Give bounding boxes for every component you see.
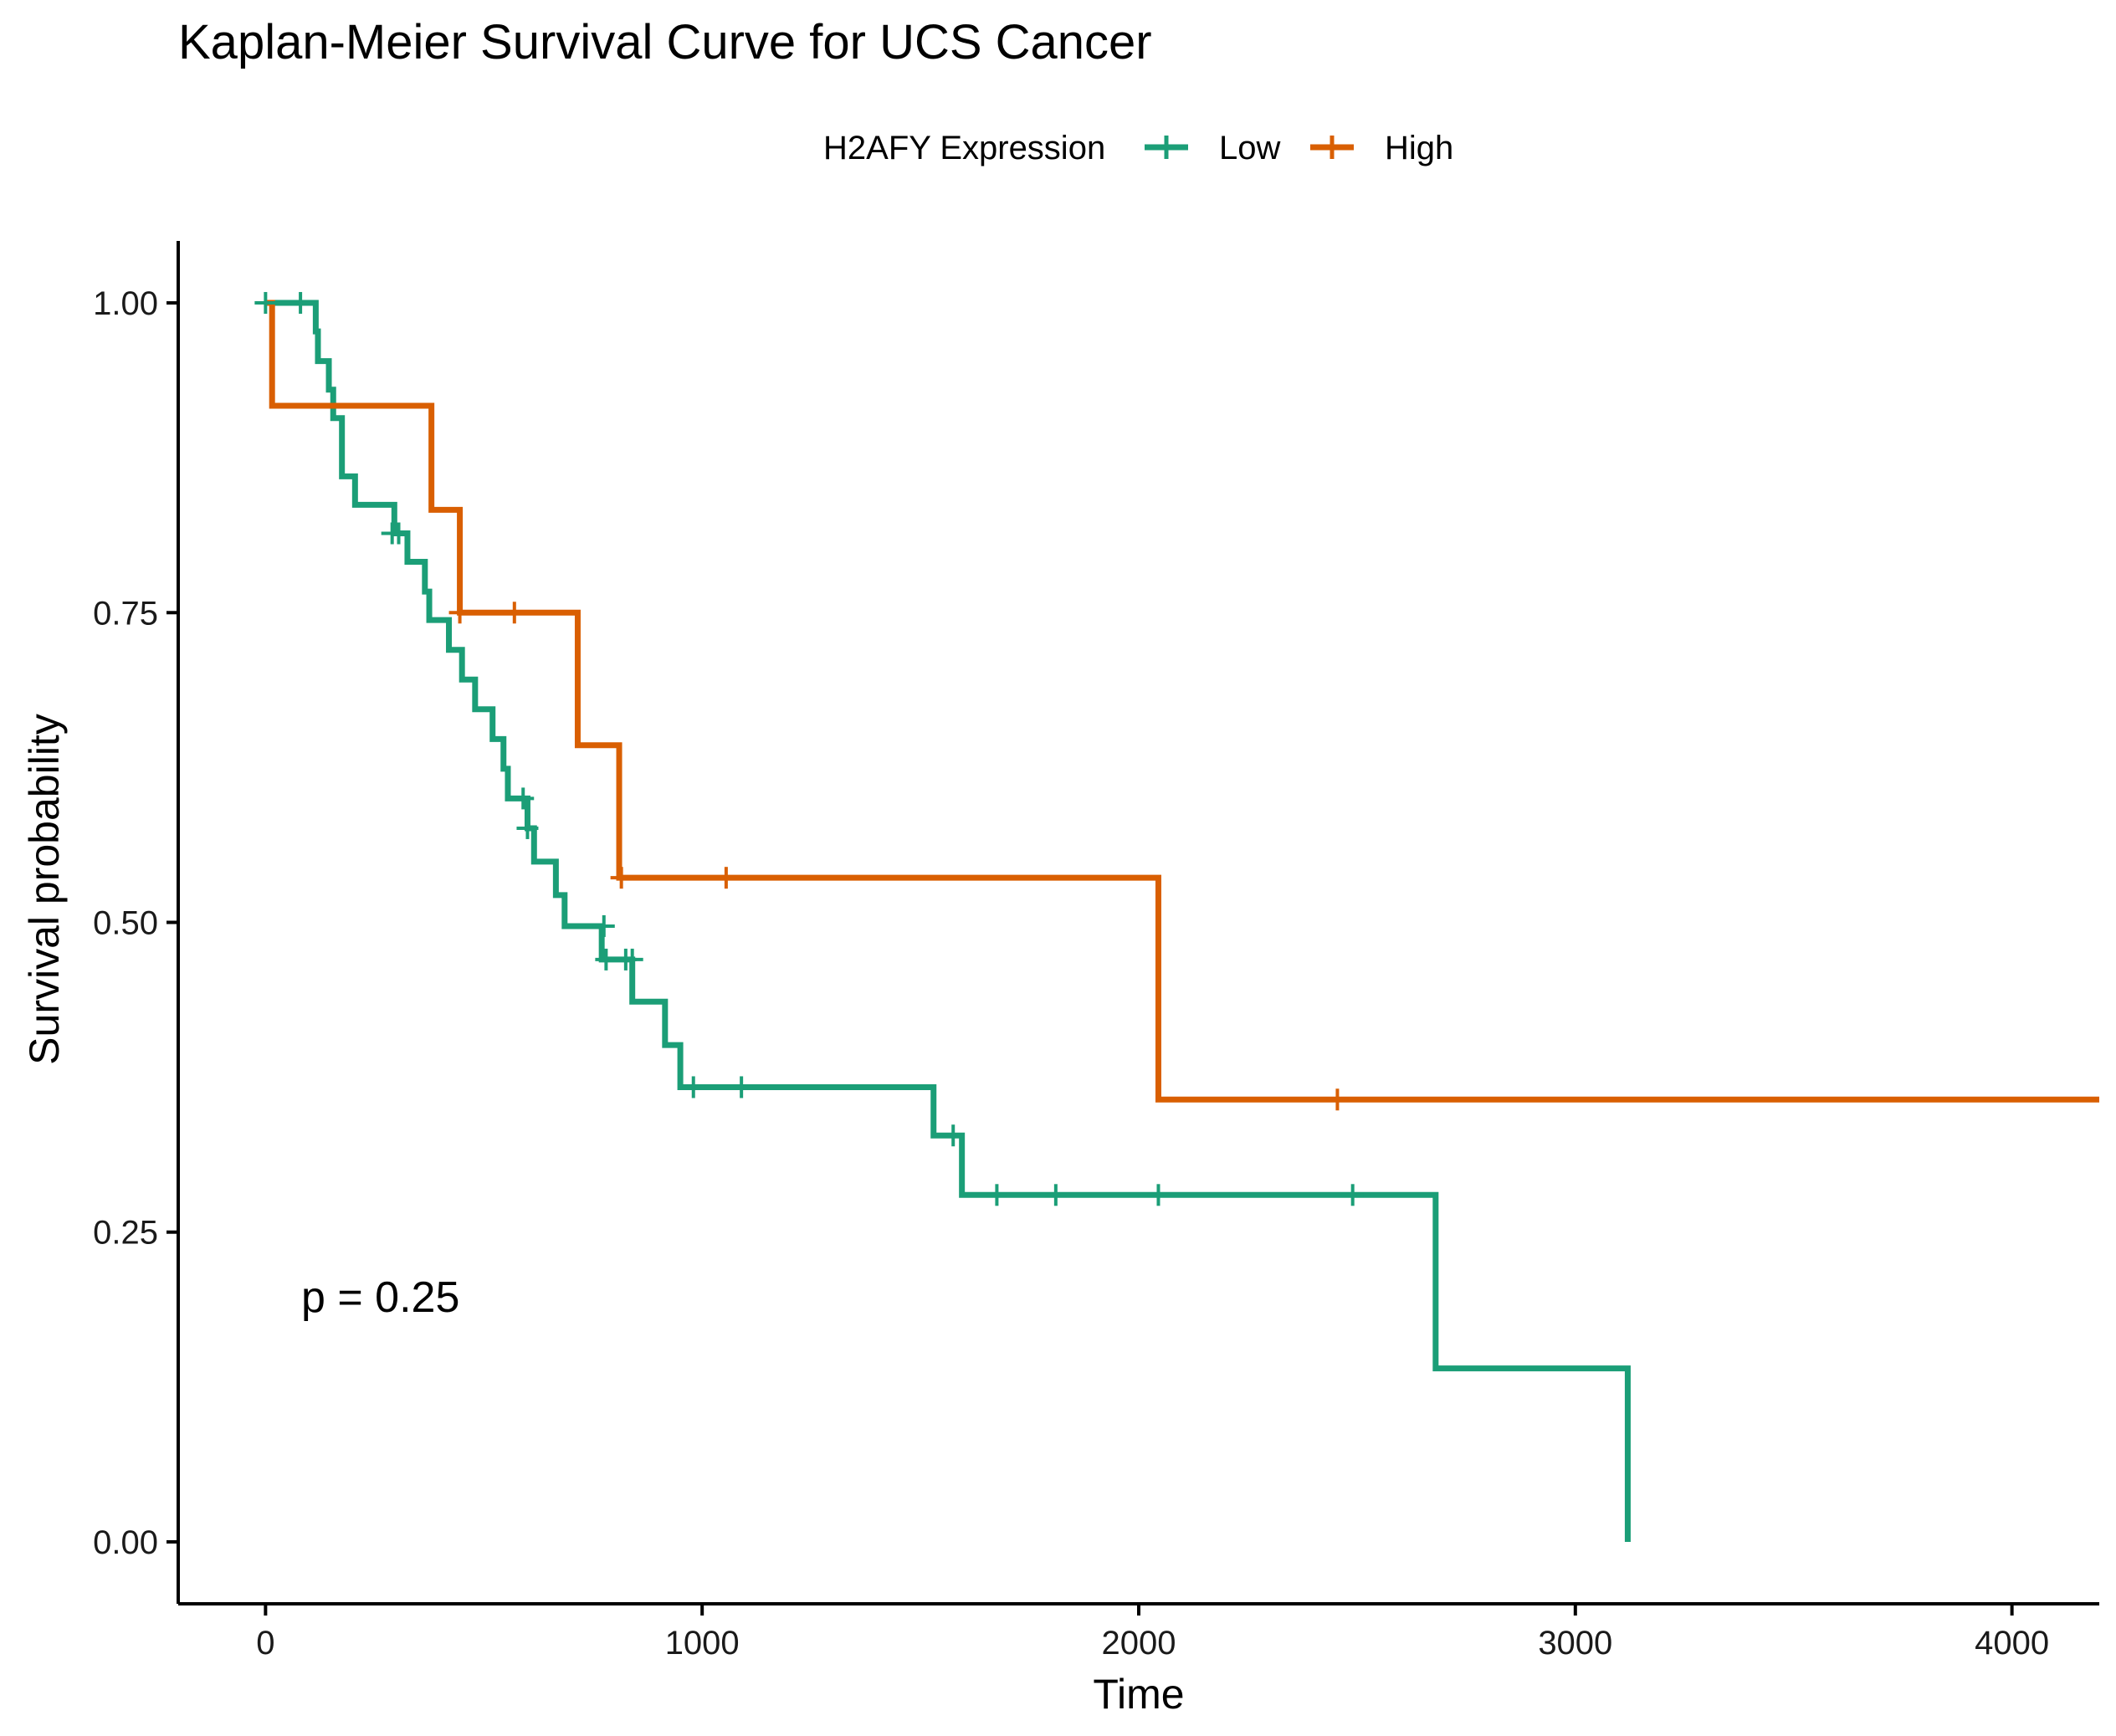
censor-mark-low bbox=[595, 948, 617, 970]
x-axis-title: Time bbox=[1093, 1671, 1184, 1718]
censor-marks bbox=[254, 292, 1364, 1206]
censor-mark-low bbox=[289, 292, 312, 315]
y-tick-label: 0.25 bbox=[93, 1215, 158, 1252]
censor-mark-low bbox=[592, 914, 615, 937]
censor-mark-low bbox=[1341, 1184, 1364, 1206]
censor-mark-high bbox=[503, 602, 525, 624]
censor-mark-low bbox=[1044, 1184, 1067, 1206]
x-tick-label: 0 bbox=[256, 1625, 274, 1662]
legend-label-high: High bbox=[1385, 130, 1453, 166]
survival-curve-low bbox=[265, 300, 1631, 1542]
censor-mark-low bbox=[387, 522, 410, 545]
y-tick-label: 0.50 bbox=[93, 905, 158, 942]
censor-mark-low bbox=[254, 292, 277, 315]
x-tick-label: 1000 bbox=[665, 1625, 740, 1662]
survival-curves bbox=[265, 300, 2099, 1542]
censor-mark-high bbox=[610, 867, 633, 889]
y-axis-title: Survival probability bbox=[21, 714, 68, 1065]
x-axis: 0 1000 2000 3000 4000 bbox=[178, 1602, 2099, 1662]
survival-curve-high bbox=[265, 300, 2099, 1103]
x-tick-label: 4000 bbox=[1975, 1625, 2049, 1662]
censor-mark-low bbox=[986, 1184, 1008, 1206]
censor-mark-low bbox=[1147, 1184, 1170, 1206]
p-value-annotation: p = 0.25 bbox=[301, 1273, 459, 1322]
censor-mark-low bbox=[730, 1076, 753, 1098]
censor-mark-high bbox=[448, 602, 471, 624]
legend-label-low: Low bbox=[1219, 130, 1280, 166]
censor-mark-low bbox=[621, 948, 643, 970]
censor-mark-low bbox=[682, 1076, 704, 1098]
censor-mark-low bbox=[516, 817, 539, 839]
censor-mark-high bbox=[715, 867, 737, 889]
y-tick-label: 0.75 bbox=[93, 595, 158, 632]
chart-title: Kaplan-Meier Survival Curve for UCS Canc… bbox=[178, 15, 1152, 69]
censor-mark-low bbox=[942, 1124, 965, 1147]
y-tick-label: 1.00 bbox=[93, 285, 158, 322]
legend: H2AFY Expression Low High bbox=[823, 130, 1453, 166]
censor-mark-low bbox=[512, 787, 535, 810]
legend-title: H2AFY Expression bbox=[823, 130, 1105, 166]
y-tick-label: 0.00 bbox=[93, 1524, 158, 1561]
x-tick-label: 2000 bbox=[1102, 1625, 1176, 1662]
plot-area bbox=[254, 292, 2099, 1542]
y-axis: 0.00 0.25 0.50 0.75 1.00 bbox=[93, 241, 180, 1604]
x-tick-label: 3000 bbox=[1538, 1625, 1612, 1662]
censor-mark-high bbox=[1326, 1088, 1349, 1111]
